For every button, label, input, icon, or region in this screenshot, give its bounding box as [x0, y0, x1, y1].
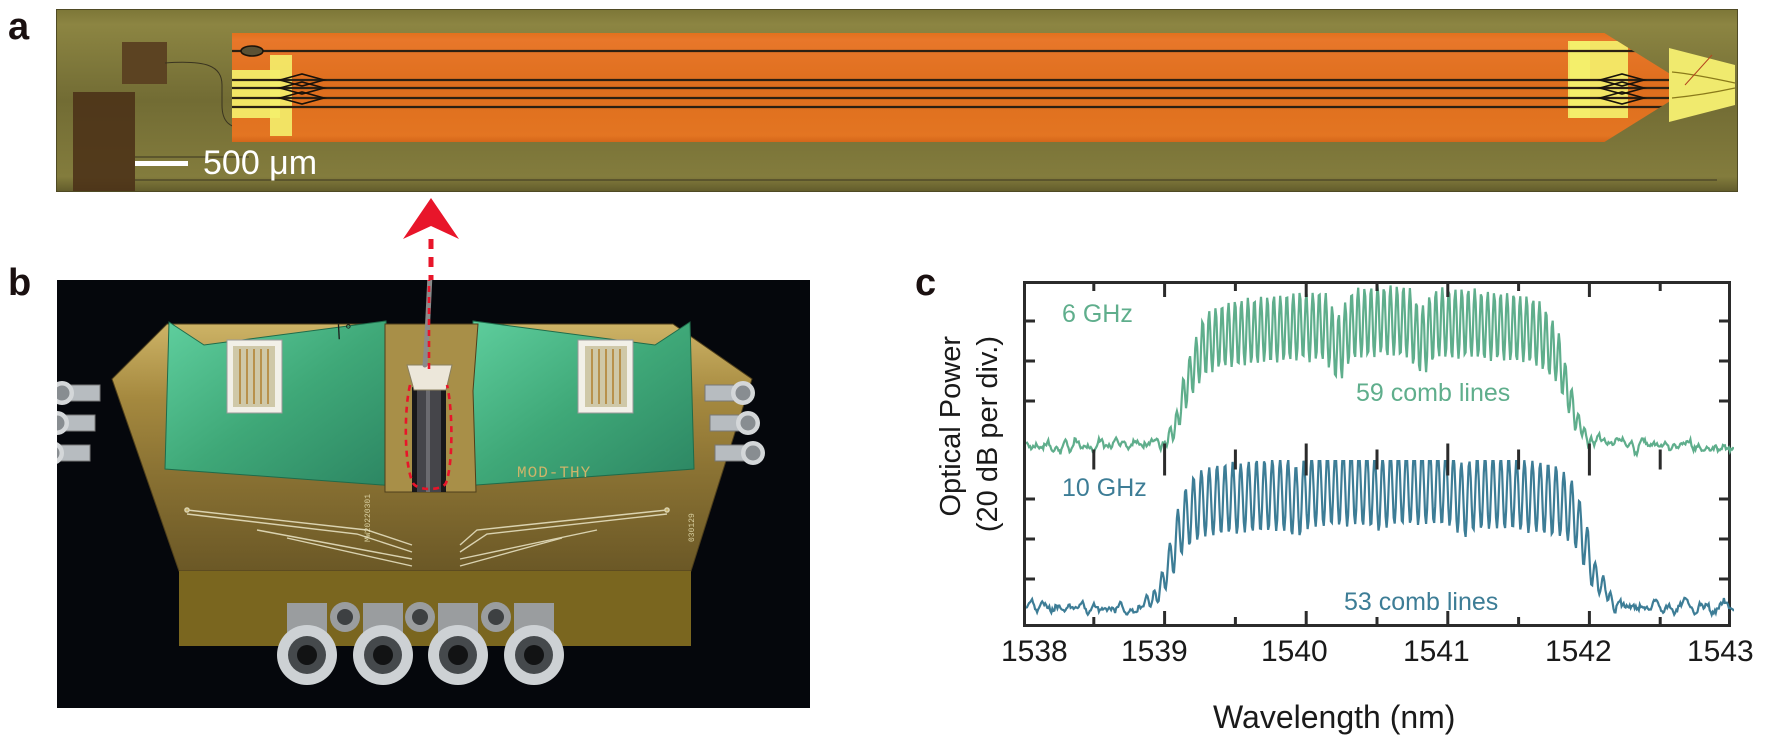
svg-text:MW20220301: MW20220301 [364, 494, 373, 542]
svg-text:| °: | ° [336, 322, 352, 340]
svg-text:030129: 030129 [688, 513, 697, 542]
svg-text:MOD-THY: MOD-THY [517, 464, 591, 482]
